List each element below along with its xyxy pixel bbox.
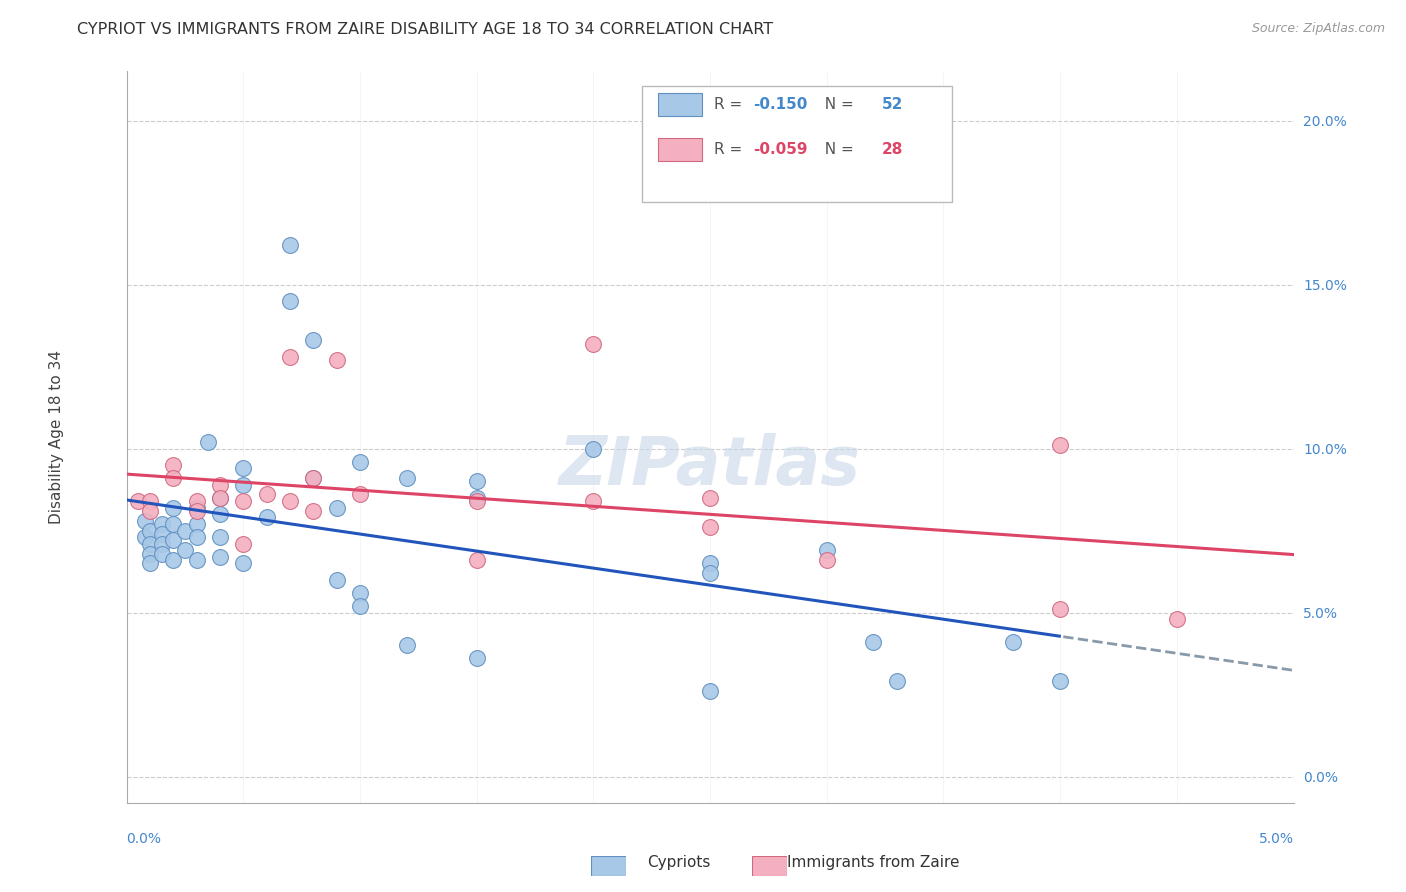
Point: [1049, 438, 1071, 452]
Text: Immigrants from Zaire: Immigrants from Zaire: [787, 855, 960, 870]
Point: [395, 638, 418, 652]
Point: [197, 435, 219, 450]
Point: [232, 537, 254, 551]
Point: [325, 500, 347, 515]
Point: [699, 684, 721, 698]
Point: [302, 471, 325, 485]
Point: [208, 530, 231, 544]
Point: [699, 557, 721, 571]
Point: [815, 553, 838, 567]
Point: [174, 524, 197, 538]
Point: [186, 553, 208, 567]
Point: [186, 530, 208, 544]
Point: [134, 530, 156, 544]
Point: [174, 543, 197, 558]
Point: [127, 494, 149, 508]
FancyBboxPatch shape: [643, 86, 952, 202]
Text: 5.0%: 5.0%: [1258, 832, 1294, 846]
Point: [162, 500, 184, 515]
Text: Source: ZipAtlas.com: Source: ZipAtlas.com: [1251, 22, 1385, 36]
Text: N =: N =: [815, 142, 859, 157]
Point: [349, 487, 371, 501]
Point: [162, 458, 184, 472]
Point: [582, 494, 605, 508]
Point: [815, 543, 838, 558]
Point: [302, 471, 325, 485]
Point: [582, 336, 605, 351]
Point: [349, 455, 371, 469]
Text: Cypriots: Cypriots: [647, 855, 710, 870]
Point: [150, 516, 173, 531]
Point: [186, 494, 208, 508]
Point: [139, 504, 162, 518]
Point: [232, 557, 254, 571]
Point: [150, 526, 173, 541]
Text: N =: N =: [815, 96, 859, 112]
Point: [325, 573, 347, 587]
Point: [139, 494, 162, 508]
Point: [150, 547, 173, 561]
Point: [582, 442, 605, 456]
Point: [208, 477, 231, 491]
Point: [465, 651, 488, 665]
Point: [278, 238, 301, 252]
Text: R =: R =: [713, 142, 747, 157]
Point: [162, 533, 184, 548]
Point: [232, 477, 254, 491]
Point: [302, 504, 325, 518]
Point: [699, 491, 721, 505]
Text: -0.059: -0.059: [754, 142, 807, 157]
Point: [465, 491, 488, 505]
Point: [162, 516, 184, 531]
Point: [886, 674, 908, 689]
Text: Disability Age 18 to 34: Disability Age 18 to 34: [49, 350, 65, 524]
FancyBboxPatch shape: [658, 138, 702, 161]
FancyBboxPatch shape: [658, 93, 702, 116]
Point: [465, 553, 488, 567]
Point: [139, 547, 162, 561]
Point: [395, 471, 418, 485]
Point: [162, 553, 184, 567]
Point: [208, 507, 231, 521]
Point: [278, 350, 301, 364]
Point: [349, 599, 371, 613]
Point: [186, 516, 208, 531]
Point: [162, 471, 184, 485]
Text: R =: R =: [713, 96, 747, 112]
Point: [208, 549, 231, 564]
Text: ZIPatlas: ZIPatlas: [560, 434, 860, 500]
Point: [232, 494, 254, 508]
Point: [232, 461, 254, 475]
Point: [862, 635, 884, 649]
Point: [465, 475, 488, 489]
Point: [349, 586, 371, 600]
Point: [465, 494, 488, 508]
Point: [1049, 674, 1071, 689]
Point: [699, 566, 721, 581]
Point: [186, 500, 208, 515]
Point: [278, 293, 301, 308]
Point: [134, 514, 156, 528]
Text: -0.150: -0.150: [754, 96, 807, 112]
Point: [256, 510, 278, 524]
Point: [208, 491, 231, 505]
Point: [302, 334, 325, 348]
Point: [1049, 602, 1071, 616]
Point: [139, 537, 162, 551]
Point: [1002, 635, 1025, 649]
Text: 28: 28: [882, 142, 903, 157]
Text: CYPRIOT VS IMMIGRANTS FROM ZAIRE DISABILITY AGE 18 TO 34 CORRELATION CHART: CYPRIOT VS IMMIGRANTS FROM ZAIRE DISABIL…: [77, 22, 773, 37]
Point: [278, 494, 301, 508]
Point: [1166, 612, 1188, 626]
Point: [325, 353, 347, 368]
Point: [256, 487, 278, 501]
Point: [139, 524, 162, 538]
Point: [150, 537, 173, 551]
Point: [186, 504, 208, 518]
Point: [699, 520, 721, 534]
Point: [208, 491, 231, 505]
Point: [139, 557, 162, 571]
Text: 0.0%: 0.0%: [127, 832, 162, 846]
Text: 52: 52: [882, 96, 903, 112]
